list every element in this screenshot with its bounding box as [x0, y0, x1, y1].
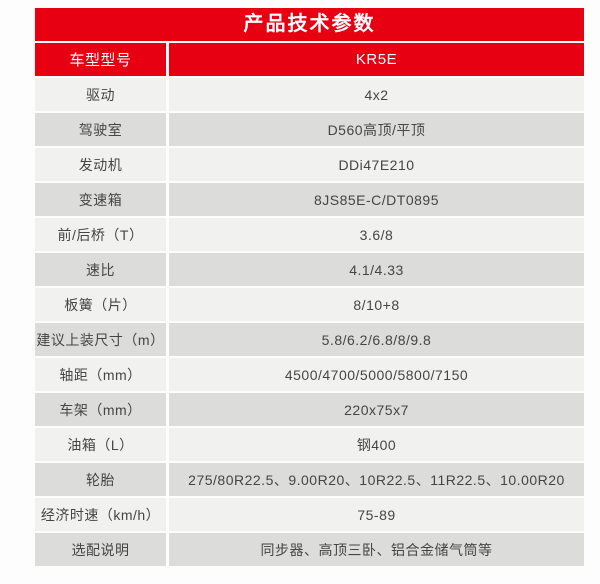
row-label: 车架（mm） [35, 393, 166, 426]
table-row: 车架（mm） 220x75x7 [35, 393, 584, 426]
spec-table: 产品技术参数 车型型号 KR5E 驱动 4x2 驾驶室 D560高顶/平顶 发动机 DDi… [35, 8, 584, 566]
row-value: 4x2 [169, 78, 584, 111]
row-value: 5.8/6.2/6.8/8/9.8 [169, 323, 584, 356]
row-value: 8/10+8 [169, 288, 584, 321]
row-label: 经济时速（km/h） [35, 498, 166, 531]
table-row: 驾驶室 D560高顶/平顶 [35, 113, 584, 146]
model-row: 车型型号 KR5E [35, 43, 584, 76]
table-row: 轮胎 275/80R22.5、9.00R20、10R22.5、11R22.5、10… [35, 463, 584, 496]
row-value: 75-89 [169, 498, 584, 531]
row-label: 驾驶室 [35, 113, 166, 146]
table-row: 经济时速（km/h） 75-89 [35, 498, 584, 531]
table-row: 建议上装尺寸（m） 5.8/6.2/6.8/8/9.8 [35, 323, 584, 356]
table-row: 发动机 DDi47E210 [35, 148, 584, 181]
row-label: 板簧（片） [35, 288, 166, 321]
row-value: 275/80R22.5、9.00R20、10R22.5、11R22.5、10.0… [169, 463, 584, 496]
table-row: 油箱（L） 钢400 [35, 428, 584, 461]
row-value: 220x75x7 [169, 393, 584, 426]
row-value: 钢400 [169, 428, 584, 461]
row-value: 4500/4700/5000/5800/7150 [169, 358, 584, 391]
row-label: 变速箱 [35, 183, 166, 216]
row-label: 发动机 [35, 148, 166, 181]
table-row: 速比 4.1/4.33 [35, 253, 584, 286]
table-row: 轴距（mm） 4500/4700/5000/5800/7150 [35, 358, 584, 391]
row-label: 速比 [35, 253, 166, 286]
row-value: D560高顶/平顶 [169, 113, 584, 146]
row-label: 驱动 [35, 78, 166, 111]
row-value: 同步器、高顶三卧、铝合金储气筒等 [169, 533, 584, 566]
row-label: 前/后桥（T） [35, 218, 166, 251]
table-row: 板簧（片） 8/10+8 [35, 288, 584, 321]
row-value: 3.6/8 [169, 218, 584, 251]
spec-rows: 驱动 4x2 驾驶室 D560高顶/平顶 发动机 DDi47E210 变速箱 8JS85E-C… [35, 78, 584, 566]
row-value: 4.1/4.33 [169, 253, 584, 286]
table-row: 驱动 4x2 [35, 78, 584, 111]
table-title: 产品技术参数 [35, 8, 584, 41]
row-label: 选配说明 [35, 533, 166, 566]
row-value: DDi47E210 [169, 148, 584, 181]
row-label: 建议上装尺寸（m） [35, 323, 166, 356]
row-value: 8JS85E-C/DT0895 [169, 183, 584, 216]
table-row: 前/后桥（T） 3.6/8 [35, 218, 584, 251]
row-label: 轴距（mm） [35, 358, 166, 391]
table-row: 选配说明 同步器、高顶三卧、铝合金储气筒等 [35, 533, 584, 566]
row-label: 轮胎 [35, 463, 166, 496]
table-row: 变速箱 8JS85E-C/DT0895 [35, 183, 584, 216]
model-row-label: 车型型号 [35, 43, 166, 76]
model-row-value: KR5E [169, 43, 584, 76]
row-label: 油箱（L） [35, 428, 166, 461]
